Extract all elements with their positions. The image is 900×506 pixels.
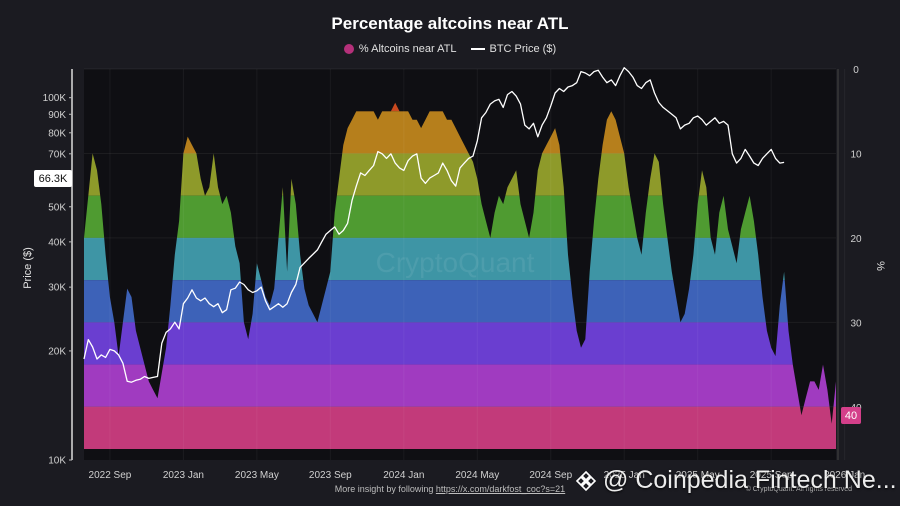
y-right-tick-label: 0 <box>853 65 859 76</box>
btc-price-line <box>83 67 785 383</box>
band-8 <box>84 364 836 407</box>
legend-label-pct: % Altcoins near ATL <box>358 43 457 55</box>
footer-link[interactable]: https://x.com/darkfost_coc?s=21 <box>435 484 566 494</box>
legend-dot-icon <box>343 44 354 54</box>
x-tick-label: 2022 Sep <box>89 470 132 481</box>
pct-area-floor <box>84 449 836 460</box>
y-left-tick-label: 70K <box>48 149 66 160</box>
x-tick-label: 2024 May <box>455 470 499 481</box>
legend-item-pct[interactable]: % Altcoins near ATL <box>343 43 457 55</box>
y-left-tick-label: 40K <box>48 237 66 248</box>
gridlines <box>84 68 846 460</box>
x-tick-label: 2026 Jan <box>824 470 865 481</box>
y-left-tick-label: 50K <box>48 202 66 213</box>
band-6 <box>84 280 836 323</box>
y-left-tick-label: 30K <box>48 283 66 294</box>
right-axis: 0 10 20 30 40 <box>837 65 862 460</box>
watermark-text: @ Coinpedia Fintech Ne... <box>603 466 897 494</box>
coinpedia-watermark: @ Coinpedia Fintech Ne... <box>575 466 897 495</box>
x-axis: 2022 Sep 2023 Jan 2023 May 2023 Sep 2024 Jan… <box>89 470 866 481</box>
current-price-badge: 66.3K <box>34 170 72 187</box>
x-tick-label: 2025 May <box>676 470 720 481</box>
y-right-tick-label: 30 <box>850 318 862 329</box>
legend-item-btc[interactable]: BTC Price ($) <box>470 43 557 55</box>
x-tick-label: 2025 Jan <box>604 470 645 481</box>
current-pct-badge: 40 <box>841 407 861 424</box>
x-tick-label: 2024 Jan <box>383 470 424 481</box>
y-right-tick-label: 10 <box>850 149 862 160</box>
y-left-tick-label: 90K <box>48 110 66 121</box>
chart-title: Percentage altcoins near ATL <box>331 14 569 33</box>
band-5 <box>84 237 836 281</box>
y-left-tick-label: 100K <box>43 93 67 104</box>
x-tick-label: 2023 Sep <box>309 470 352 481</box>
band-7 <box>84 322 836 365</box>
y-right-tick-label: 20 <box>850 234 862 245</box>
footer: More insight by following https://x.com/… <box>0 484 900 494</box>
left-axis: 10K20K30K40K50K60K70K80K90K100K <box>43 69 73 467</box>
y-left-tick-label: 20K <box>48 346 66 357</box>
binance-logo-icon <box>575 470 597 491</box>
cryptoquant-watermark: CryptoQuant <box>376 247 535 278</box>
x-tick-label: 2024 Sep <box>529 470 572 481</box>
x-tick-label: 2025 Sep <box>750 470 793 481</box>
y-left-tick-label: 10K <box>48 456 66 467</box>
band-9 <box>84 406 836 449</box>
band-4 <box>84 195 836 238</box>
pct-area-series <box>84 69 836 460</box>
y-axis-right-title: % <box>874 261 886 271</box>
legend-line-icon <box>470 48 485 50</box>
legend-label-btc: BTC Price ($) <box>489 43 557 55</box>
y-left-tick-label: 80K <box>48 128 66 139</box>
chart-legend: % Altcoins near ATL BTC Price ($) <box>0 43 900 55</box>
pct-area-mask <box>84 69 836 424</box>
y-axis-left-title: Price ($) <box>22 247 34 289</box>
btc-price-series <box>83 67 785 383</box>
x-tick-label: 2023 May <box>235 470 279 481</box>
footer-text: More insight by following <box>334 484 434 494</box>
copyright: © CryptoQuant. All rights reserved <box>745 486 852 493</box>
x-tick-label: 2023 Jan <box>163 470 204 481</box>
